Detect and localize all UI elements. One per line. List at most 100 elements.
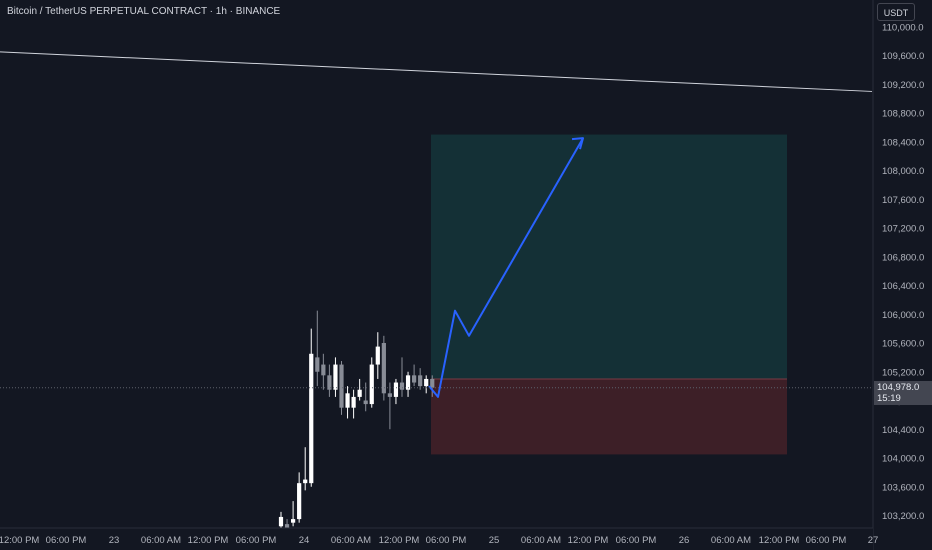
- candle[interactable]: [424, 375, 429, 394]
- trendline-layer[interactable]: [0, 51, 873, 92]
- price-axis[interactable]: 110,000.0 103,200.0 103,600.0 104,000.0 104,…: [872, 0, 932, 550]
- price-axis-label: 108,800.0: [882, 109, 924, 120]
- candle[interactable]: [315, 310, 320, 387]
- candle[interactable]: [399, 357, 405, 397]
- price-axis-background: [873, 0, 932, 550]
- candlestick-series[interactable]: [278, 310, 435, 534]
- candle[interactable]: [393, 378, 399, 405]
- price-axis-label: 104,000.0: [882, 454, 924, 465]
- candle-body: [291, 519, 296, 523]
- bar-countdown-label: 15:19: [877, 393, 901, 404]
- time-axis-label: 12:00 PM: [0, 535, 39, 546]
- candle-body: [381, 343, 386, 394]
- currency-unit-button[interactable]: USDT: [877, 3, 915, 21]
- candle-body: [327, 375, 332, 390]
- current-price-tag: 104,978.0 15:19: [874, 381, 932, 405]
- candle-body: [418, 375, 423, 387]
- candle[interactable]: [291, 501, 296, 527]
- candle-body: [399, 382, 405, 390]
- candle[interactable]: [297, 472, 302, 523]
- time-axis-label: 12:00 PM: [568, 535, 609, 546]
- price-axis-label: 106,400.0: [882, 281, 924, 292]
- candle-body: [321, 364, 326, 376]
- candle[interactable]: [327, 364, 332, 397]
- projection-arrow[interactable]: [428, 137, 584, 398]
- candle-body: [357, 389, 362, 397]
- price-axis-label: 106,000.0: [882, 310, 924, 321]
- candle[interactable]: [357, 378, 362, 401]
- candle[interactable]: [430, 375, 435, 397]
- candle-body: [333, 364, 338, 390]
- candle[interactable]: [381, 335, 386, 401]
- time-axis[interactable]: 12:00 PM 06:00 PM 23 06:00 AM 12:00 PM 06:00 …: [0, 527, 878, 550]
- symbol-title: Bitcoin / TetherUS PERPETUAL CONTRACT · …: [7, 6, 281, 17]
- price-axis-label: 103,600.0: [882, 482, 924, 493]
- candle-body: [405, 375, 411, 390]
- candle-body: [303, 479, 308, 484]
- candle[interactable]: [369, 357, 374, 408]
- long-position-tool[interactable]: [431, 134, 787, 455]
- candle[interactable]: [303, 447, 308, 491]
- candle-body: [284, 524, 290, 529]
- price-axis-label: 104,400.0: [882, 425, 924, 436]
- candle-body: [430, 378, 435, 388]
- candle[interactable]: [387, 382, 392, 430]
- price-axis-label-110000: 110,000.0: [882, 22, 924, 33]
- candle[interactable]: [405, 371, 411, 397]
- time-axis-label: 06:00 PM: [236, 535, 277, 546]
- candle[interactable]: [321, 353, 326, 390]
- candle[interactable]: [363, 382, 368, 412]
- candle[interactable]: [375, 332, 380, 379]
- candle-body: [369, 364, 374, 405]
- candle[interactable]: [345, 386, 350, 419]
- candle-body: [315, 357, 320, 372]
- stop-zone[interactable]: [431, 378, 787, 455]
- candle-body: [351, 396, 356, 408]
- time-axis-label: 06:00 PM: [46, 535, 87, 546]
- time-axis-label: 12:00 PM: [188, 535, 229, 546]
- time-axis-background: [0, 528, 873, 550]
- candle-body: [363, 400, 368, 405]
- candle[interactable]: [339, 360, 344, 415]
- time-axis-label: 12:00 PM: [759, 535, 800, 546]
- candle[interactable]: [333, 357, 338, 397]
- price-axis-label: 108,400.0: [882, 137, 924, 148]
- price-axis-label: 109,600.0: [882, 51, 924, 62]
- candle[interactable]: [351, 389, 356, 419]
- price-axis-label: 108,000.0: [882, 166, 924, 177]
- time-axis-label: 06:00 AM: [331, 535, 371, 546]
- price-axis-label: 103,200.0: [882, 511, 924, 522]
- candle-body: [387, 393, 392, 397]
- time-axis-label: 06:00 AM: [141, 535, 181, 546]
- price-axis-label: 107,600.0: [882, 195, 924, 206]
- price-axis-label: 106,800.0: [882, 252, 924, 263]
- trendline[interactable]: [0, 51, 873, 92]
- time-axis-label: 06:00 AM: [711, 535, 751, 546]
- price-axis-label: 107,200.0: [882, 224, 924, 235]
- candle-body: [339, 364, 344, 408]
- time-axis-label: 06:00 AM: [521, 535, 561, 546]
- candle[interactable]: [418, 368, 423, 390]
- candle-body: [424, 378, 429, 387]
- target-zone[interactable]: [431, 134, 787, 379]
- candle-body: [393, 382, 399, 397]
- time-axis-label: 06:00 PM: [426, 535, 467, 546]
- time-axis-label: 25: [489, 535, 500, 546]
- candle[interactable]: [309, 328, 314, 487]
- time-axis-label: 06:00 PM: [616, 535, 657, 546]
- time-axis-label: 06:00 PM: [806, 535, 847, 546]
- candle[interactable]: [412, 364, 417, 387]
- projection-arrowhead: [571, 137, 584, 150]
- candle-body: [278, 516, 284, 527]
- candle-body: [297, 483, 302, 520]
- candle-body: [375, 346, 380, 365]
- projection-arrow-layer[interactable]: [428, 137, 584, 398]
- price-axis-label: 105,600.0: [882, 339, 924, 350]
- time-axis-label: 23: [109, 535, 120, 546]
- current-price-label: 104,978.0: [877, 382, 920, 393]
- time-axis-label: 26: [679, 535, 690, 546]
- price-axis-label: 105,200.0: [882, 367, 924, 378]
- price-axis-label: 109,200.0: [882, 80, 924, 91]
- candle-body: [412, 375, 417, 383]
